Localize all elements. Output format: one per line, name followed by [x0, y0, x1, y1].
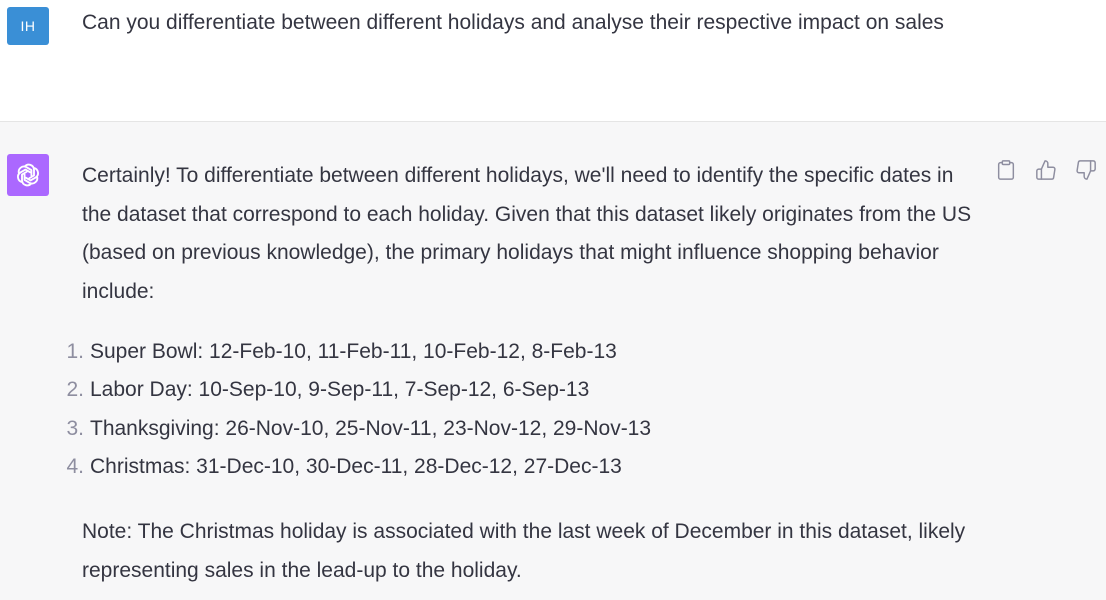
copy-button[interactable] — [994, 158, 1018, 182]
list-item-number: 2. — [66, 378, 84, 402]
list-item: 4. Christmas: 31-Dec-10, 30-Dec-11, 28-D… — [66, 448, 982, 486]
thumbs-down-icon — [1076, 160, 1096, 180]
message-actions — [994, 158, 1098, 182]
openai-logo-icon — [7, 154, 49, 196]
list-item: 1. Super Bowl: 12-Feb-10, 11-Feb-11, 10-… — [66, 333, 982, 371]
list-item-text: Labor Day: 10-Sep-10, 9-Sep-11, 7-Sep-12… — [90, 378, 590, 402]
user-message: IH Can you differentiate between differe… — [0, 0, 1106, 122]
list-item-number: 3. — [66, 416, 84, 440]
list-item-number: 1. — [66, 340, 84, 363]
user-message-text: Can you differentiate between different … — [82, 11, 944, 34]
list-item-text: Thanksgiving: 26-Nov-10, 25-Nov-11, 23-N… — [90, 416, 652, 440]
user-avatar: IH — [7, 7, 49, 45]
clipboard-icon — [997, 160, 1015, 180]
holiday-list: 1. Super Bowl: 12-Feb-10, 11-Feb-11, 10-… — [66, 333, 982, 486]
list-item: 3. Thanksgiving: 26-Nov-10, 25-Nov-11, 2… — [66, 410, 982, 448]
thumbs-down-button[interactable] — [1074, 158, 1098, 182]
list-item-number: 4. — [66, 454, 84, 478]
list-item: 2. Labor Day: 10-Sep-10, 9-Sep-11, 7-Sep… — [66, 371, 982, 409]
thumbs-up-button[interactable] — [1034, 158, 1058, 182]
list-item-text: Christmas: 31-Dec-10, 30-Dec-11, 28-Dec-… — [90, 454, 622, 478]
assistant-message-body: Certainly! To differentiate between diff… — [66, 157, 982, 590]
assistant-intro-paragraph: Certainly! To differentiate between diff… — [82, 164, 972, 303]
assistant-message: Certainly! To differentiate between diff… — [0, 122, 1106, 600]
assistant-note-paragraph: Note: The Christmas holiday is associate… — [82, 520, 966, 583]
list-item-text: Super Bowl: 12-Feb-10, 11-Feb-11, 10-Feb… — [90, 340, 617, 363]
thumbs-up-icon — [1036, 160, 1056, 180]
